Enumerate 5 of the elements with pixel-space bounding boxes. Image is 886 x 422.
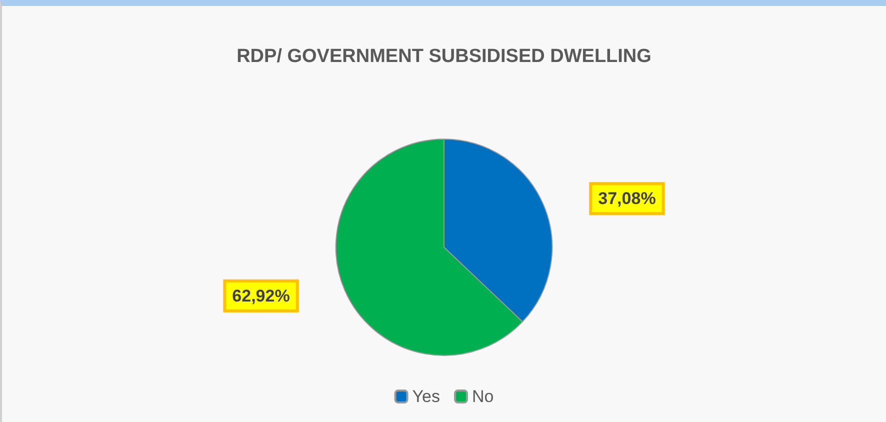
legend-label: Yes — [412, 387, 440, 406]
legend-label: No — [472, 387, 494, 406]
data-label: 62,92% — [232, 286, 290, 306]
chart-title: RDP/ GOVERNMENT SUBSIDISED DWELLING — [236, 46, 652, 67]
data-label: 37,08% — [598, 189, 656, 208]
